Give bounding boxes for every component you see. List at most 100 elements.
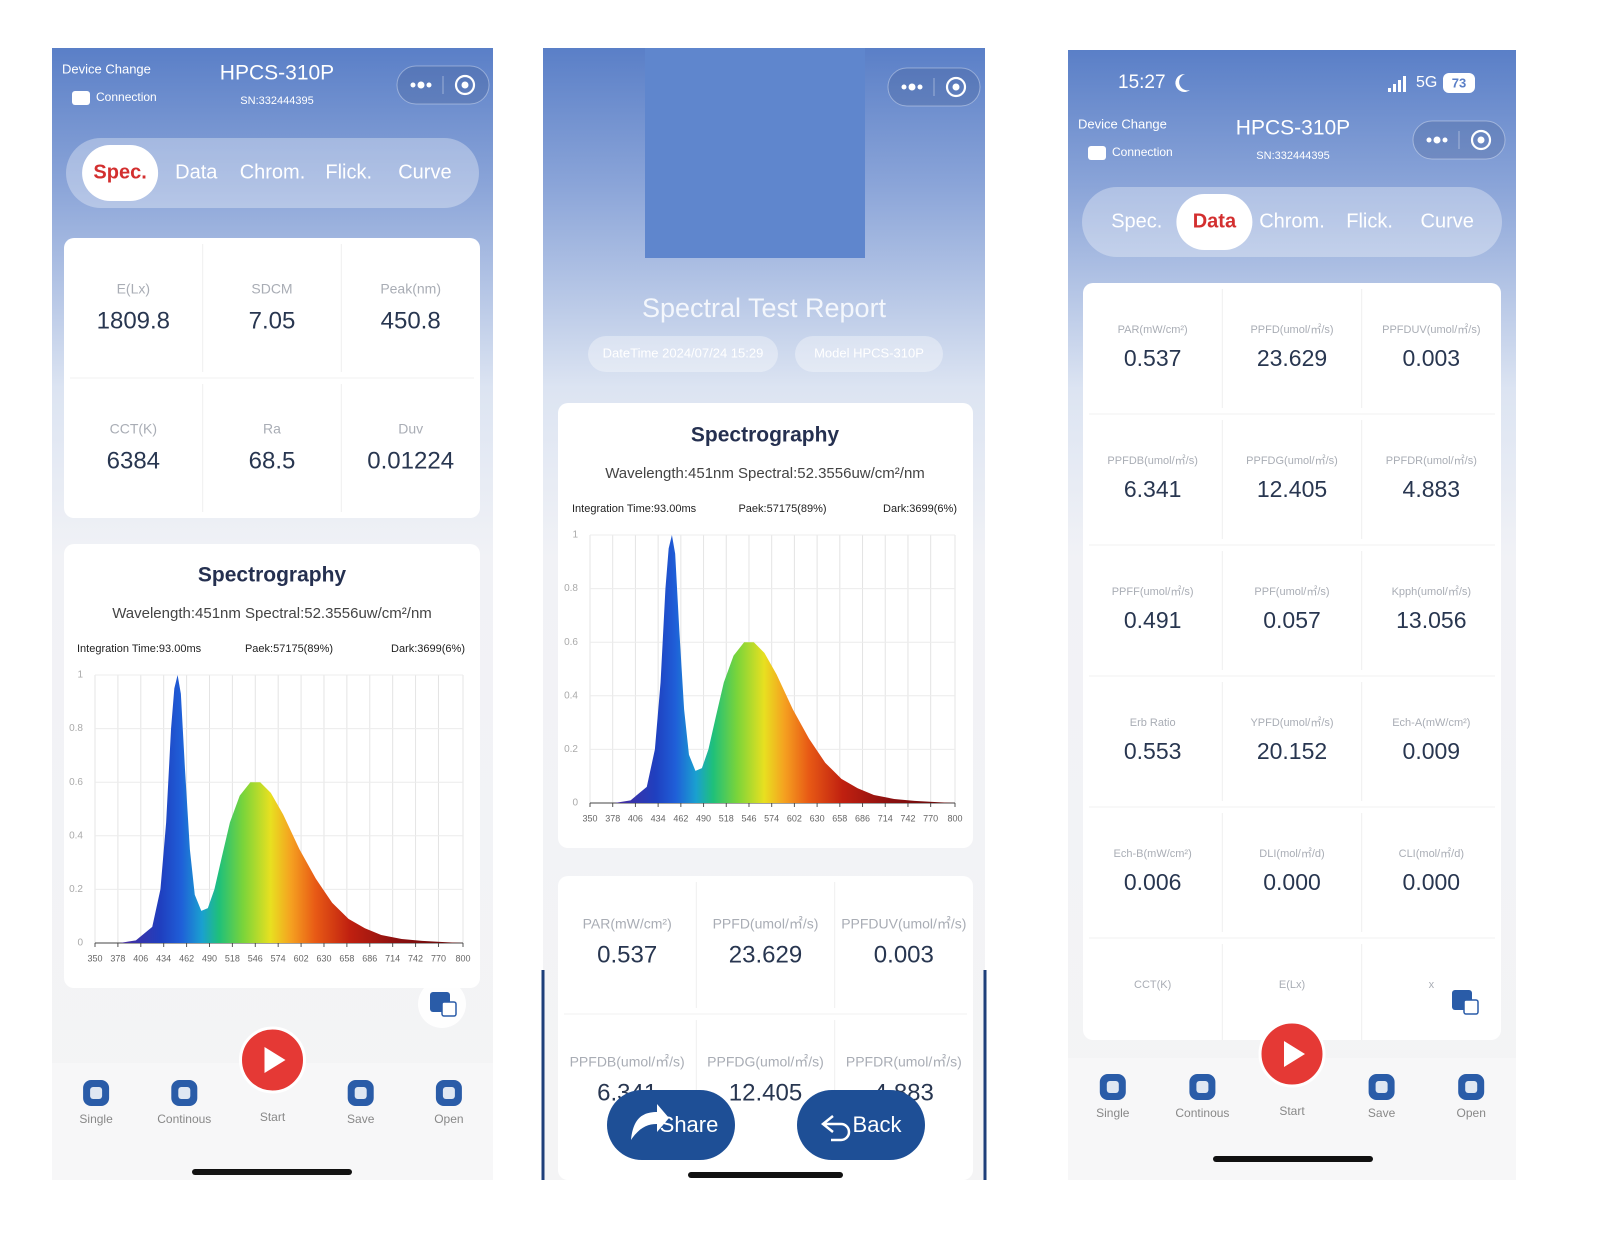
nav-label: Single <box>79 1112 113 1126</box>
x-tick-label: 658 <box>832 813 847 823</box>
screen-1: Device Change Connection HPCS-310P SN:33244… <box>52 48 493 1180</box>
chart-subtitle: Wavelength:451nm Spectral:52.3556uw/cm²/… <box>605 465 925 482</box>
metric-value: 7.05 <box>249 307 296 334</box>
connection-toggle[interactable] <box>72 91 90 105</box>
status-time: 15:27 <box>1118 72 1166 93</box>
metric-value: 68.5 <box>249 447 296 474</box>
nav-icon-inner <box>354 1087 367 1099</box>
x-tick-label: 518 <box>719 813 734 823</box>
close-ring[interactable] <box>454 74 476 96</box>
play-icon <box>1284 1041 1305 1067</box>
menu-dot <box>410 82 416 88</box>
x-tick-label: 658 <box>339 953 354 963</box>
metric-value: 0.553 <box>1124 738 1182 764</box>
metric-label: CCT(K) <box>1134 979 1171 991</box>
menu-dot <box>417 81 425 89</box>
x-tick-label: 714 <box>385 953 400 963</box>
back-icon <box>820 1115 851 1142</box>
metric-value: 0.006 <box>1124 869 1182 895</box>
datetime: DateTime 2024/07/24 15:29 <box>603 345 764 360</box>
metric-label: Ra <box>263 421 281 437</box>
x-tick-label: 602 <box>787 813 802 823</box>
signal-bar <box>1398 80 1401 92</box>
device-title: HPCS-310P <box>1236 117 1350 140</box>
metric-label: PPFDG(umol/㎡/s) <box>1246 454 1338 467</box>
metric-label: Ech-B(mW/cm²) <box>1114 848 1192 860</box>
nav-label: Continous <box>157 1112 211 1126</box>
x-tick-label: 462 <box>673 813 688 823</box>
metric-label: PPFDUV(umol/㎡/s) <box>1382 323 1480 336</box>
metric-value: 20.152 <box>1257 738 1327 764</box>
network: 5G <box>1416 74 1437 91</box>
metric-label: E(Lx) <box>1279 979 1305 991</box>
nav-label: Start <box>260 1110 286 1124</box>
chart-subtitle: Wavelength:451nm Spectral:52.3556uw/cm²/… <box>112 605 432 622</box>
close-dot <box>952 83 960 91</box>
nav-icon-inner <box>90 1087 103 1099</box>
active-tab[interactable]: Data <box>1193 210 1237 232</box>
spectrum-area <box>614 535 955 803</box>
battery <box>1443 73 1475 93</box>
metric-label: Kpph(umol/㎡/s) <box>1392 585 1471 598</box>
close-dot <box>461 81 469 89</box>
metric-label: PPFDB(umol/㎡/s) <box>1107 454 1197 467</box>
metric-label: Ech-A(mW/cm²) <box>1392 717 1470 729</box>
metric-label: PPFDR(umol/㎡/s) <box>1386 454 1477 467</box>
y-tick-label: 0.8 <box>564 583 578 594</box>
y-tick-label: 0.6 <box>564 637 578 648</box>
metric-label: PPFD(umol/㎡/s) <box>713 916 819 932</box>
close-ring[interactable] <box>1470 129 1492 151</box>
screen-3: 15:27 5G 73 Device Change Connection HPCS-310… <box>1068 50 1516 1180</box>
tab[interactable]: Chrom. <box>240 161 306 183</box>
metric-label: E(Lx) <box>117 281 150 297</box>
metric-label: PPF(umol/㎡/s) <box>1254 585 1329 598</box>
home-indicator <box>688 1172 843 1178</box>
integration-time: Integration Time:93.00ms <box>572 503 697 515</box>
peak-info: Paek:57175(89%) <box>738 503 826 515</box>
close-ring[interactable] <box>945 76 967 98</box>
tab[interactable]: Chrom. <box>1259 210 1325 232</box>
tab[interactable]: Data <box>175 161 218 183</box>
x-tick-label: 490 <box>202 953 217 963</box>
home-indicator <box>1213 1156 1373 1162</box>
share-label: Share <box>660 1112 719 1137</box>
peak-info: Paek:57175(89%) <box>245 643 333 655</box>
metric-label: DLI(mol/㎡/d) <box>1259 847 1324 860</box>
tab[interactable]: Flick. <box>1346 210 1393 232</box>
back-label: Back <box>853 1112 903 1137</box>
active-tab[interactable]: Spec. <box>93 161 146 183</box>
metric-label: CLI(mol/㎡/d) <box>1399 847 1464 860</box>
y-tick-label: 0.4 <box>69 830 83 841</box>
nav-icon-inner <box>1465 1081 1478 1093</box>
metric-value: 1809.8 <box>97 307 170 334</box>
metric-label: PPFDR(umol/㎡/s) <box>846 1054 962 1070</box>
menu-dot <box>1433 136 1441 144</box>
tab[interactable]: Spec. <box>1111 210 1162 232</box>
metric-value: 0.01224 <box>367 447 454 474</box>
x-tick-label: 630 <box>316 953 331 963</box>
y-tick-label: 0.8 <box>69 723 83 734</box>
metric-label: PPFDG(umol/㎡/s) <box>707 1054 824 1070</box>
metric-value: 6.341 <box>1124 476 1182 502</box>
signal-bar <box>1388 88 1391 92</box>
nav-label: Save <box>1368 1106 1396 1120</box>
chart-title: Spectrography <box>198 564 347 587</box>
share-button[interactable] <box>607 1090 735 1160</box>
connection-toggle[interactable] <box>1088 146 1106 160</box>
metric-label: Erb Ratio <box>1130 717 1176 729</box>
x-tick-label: 686 <box>855 813 870 823</box>
tab[interactable]: Curve <box>398 161 451 183</box>
back-button[interactable] <box>797 1090 925 1160</box>
menu-dot <box>908 83 916 91</box>
x-tick-label: 546 <box>741 813 756 823</box>
serial-number: SN:332444395 <box>1256 150 1329 162</box>
report-title: Spectral Test Report <box>642 293 887 323</box>
tab[interactable]: Flick. <box>325 161 372 183</box>
nav-icon-inner <box>1106 1081 1119 1093</box>
tab-bar <box>66 138 479 208</box>
x-tick-label: 518 <box>225 953 240 963</box>
x-tick-label: 574 <box>271 953 286 963</box>
metric-value: 0.057 <box>1263 607 1321 633</box>
model: Model HPCS-310P <box>814 345 924 360</box>
tab[interactable]: Curve <box>1421 210 1474 232</box>
